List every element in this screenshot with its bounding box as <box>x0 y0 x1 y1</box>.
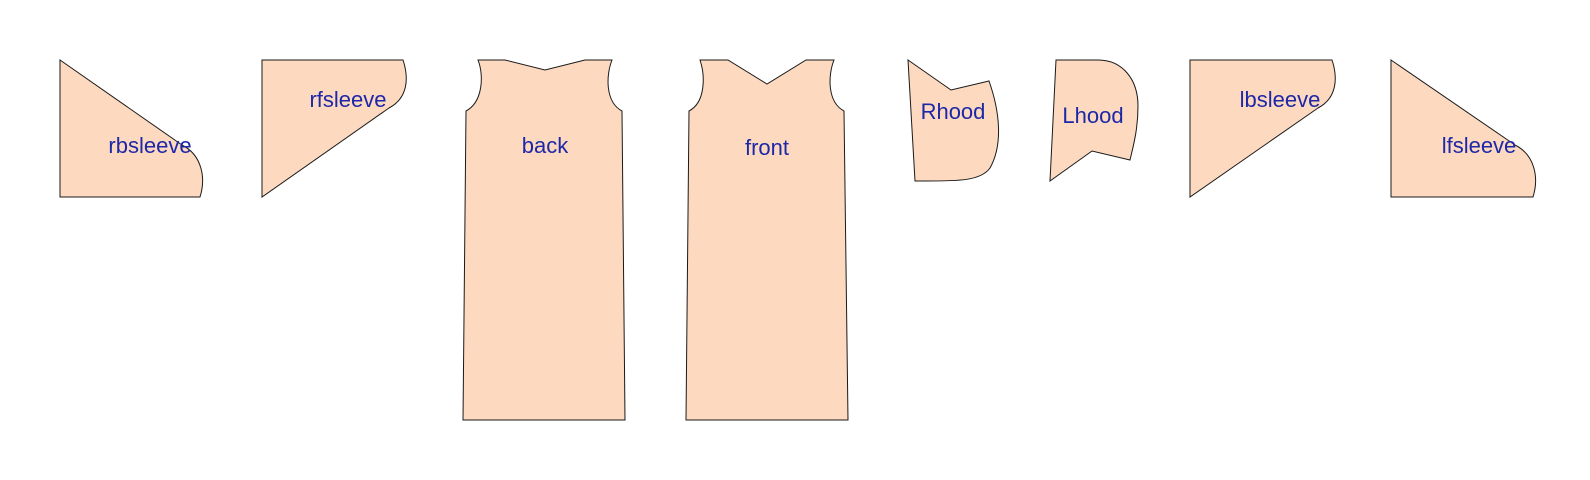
piece-rhood-label: Rhood <box>921 99 986 124</box>
piece-lhood[interactable]: Lhood <box>1049 59 1139 183</box>
piece-lfsleeve-label: lfsleeve <box>1442 133 1517 158</box>
piece-rfsleeve-shape <box>261 59 407 198</box>
piece-rfsleeve-label: rfsleeve <box>309 87 386 112</box>
piece-rhood-shape <box>907 59 999 182</box>
piece-lhood-label: Lhood <box>1062 103 1123 128</box>
piece-lbsleeve[interactable]: lbsleeve <box>1189 59 1336 198</box>
piece-rhood[interactable]: Rhood <box>907 59 999 182</box>
piece-back[interactable]: back <box>462 59 626 421</box>
piece-front-shape <box>685 59 849 421</box>
piece-rfsleeve[interactable]: rfsleeve <box>261 59 407 198</box>
piece-front-label: front <box>745 135 789 160</box>
piece-rbsleeve-label: rbsleeve <box>108 133 191 158</box>
piece-rbsleeve-shape <box>59 59 203 198</box>
piece-lbsleeve-label: lbsleeve <box>1240 87 1321 112</box>
piece-back-label: back <box>522 133 569 158</box>
piece-rbsleeve[interactable]: rbsleeve <box>59 59 203 198</box>
piece-lfsleeve[interactable]: lfsleeve <box>1390 59 1536 198</box>
piece-lhood-shape <box>1049 59 1139 183</box>
piece-lbsleeve-shape <box>1189 59 1336 198</box>
piece-lfsleeve-shape <box>1390 59 1536 198</box>
piece-front[interactable]: front <box>685 59 849 421</box>
piece-back-shape <box>462 59 626 421</box>
